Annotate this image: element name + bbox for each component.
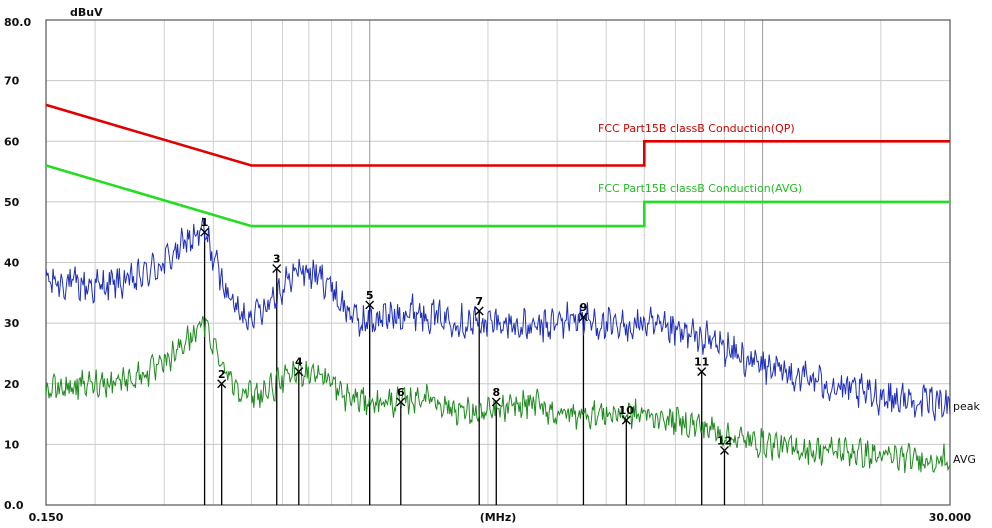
marker: 9: [578, 301, 588, 322]
marker: 3: [272, 253, 282, 274]
limit-label-avg: FCC Part15B classB Conduction(AVG): [598, 182, 802, 195]
marker-stems: [203, 232, 726, 505]
marker-x-icon: [272, 264, 282, 274]
marker-label: 10: [619, 404, 635, 417]
limit-line-qp: [45, 103, 950, 167]
plot-frame: [45, 19, 951, 506]
marker-label: 5: [366, 289, 374, 302]
grid: [46, 20, 950, 505]
series-label-avg: AVG: [953, 453, 976, 466]
y-tick-label: 40: [4, 257, 20, 270]
marker-x-icon: [396, 397, 406, 407]
marker: 4: [294, 356, 304, 377]
y-axis-label: dBuV: [70, 6, 103, 19]
x-axis-label: (MHz): [480, 511, 517, 524]
marker-label: 9: [580, 301, 588, 314]
series-label-peak: peak: [953, 400, 980, 413]
marker-label: 2: [218, 368, 226, 381]
marker: 11: [694, 356, 709, 377]
marker: 1: [200, 216, 210, 237]
marker-label: 11: [694, 356, 709, 369]
marker-x-icon: [200, 227, 210, 237]
marker-x-icon: [719, 445, 729, 455]
marker-x-icon: [294, 367, 304, 377]
marker-label: 1: [201, 216, 209, 229]
y-tick-labels: 0.0 10 20 30 40 50 60 70 80.0: [4, 16, 31, 512]
x-tick-label-max: 30.000: [929, 511, 972, 524]
marker-x-icon: [621, 415, 631, 425]
marker: 12: [717, 434, 732, 455]
marker-label: 6: [397, 386, 405, 399]
limit-lines: [45, 103, 950, 228]
marker-x-icon: [217, 379, 227, 389]
y-tick-label: 20: [4, 378, 20, 391]
marker-x-icon: [491, 397, 501, 407]
marker: 6: [396, 386, 406, 407]
marker-label: 3: [273, 253, 281, 266]
marker-x-icon: [697, 367, 707, 377]
y-tick-label: 80.0: [4, 16, 31, 29]
series-line-peak: [45, 217, 951, 422]
marker-label: 4: [295, 356, 303, 369]
marker-x-icon: [474, 306, 484, 316]
limit-label-qp: FCC Part15B classB Conduction(QP): [598, 122, 795, 135]
marker-x-icon: [578, 312, 588, 322]
marker-x-icon: [365, 300, 375, 310]
y-tick-label: 70: [4, 75, 20, 88]
limit-line-avg: [45, 164, 950, 228]
y-tick-label: 60: [4, 135, 20, 148]
x-tick-label-min: 0.150: [29, 511, 64, 524]
marker-label: 8: [492, 386, 500, 399]
marker-label: 12: [717, 434, 732, 447]
y-tick-label: 50: [4, 196, 20, 209]
marker: 8: [491, 386, 501, 407]
series-line-avg: [45, 316, 951, 474]
marker: 10: [619, 404, 635, 425]
marker: 5: [365, 289, 375, 310]
y-tick-label: 10: [4, 438, 20, 451]
series-traces: [45, 217, 951, 474]
marker-label: 7: [475, 295, 483, 308]
y-tick-label: 30: [4, 317, 20, 330]
marker: 2: [217, 368, 227, 389]
marker: 7: [474, 295, 484, 316]
y-tick-label: 0.0: [4, 499, 24, 512]
